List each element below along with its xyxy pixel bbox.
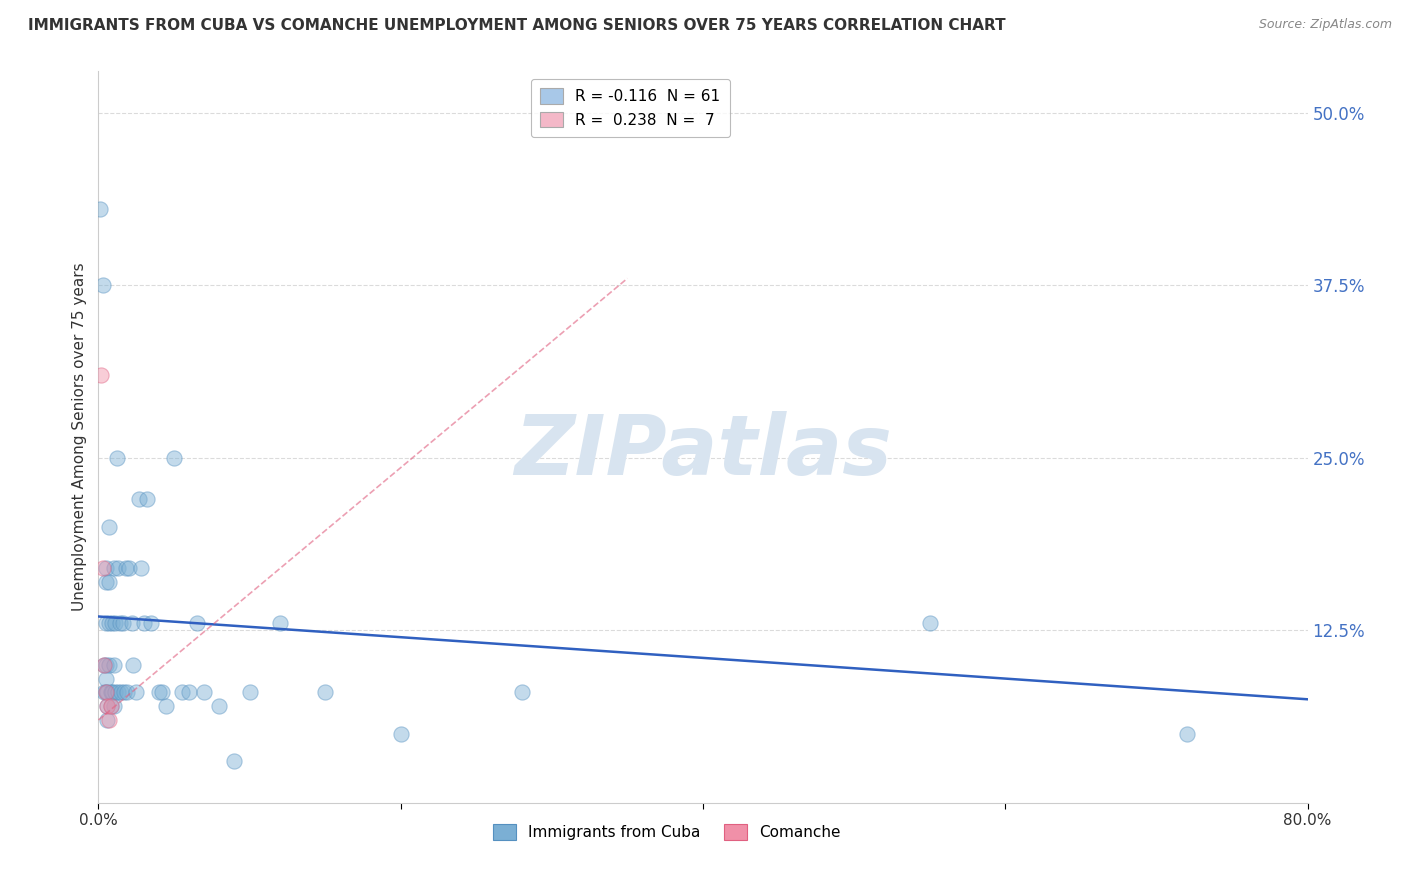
Point bbox=[111, 616, 134, 631]
Point bbox=[135, 492, 157, 507]
Point bbox=[103, 561, 125, 575]
Point bbox=[98, 574, 121, 589]
Point bbox=[96, 699, 118, 714]
Point bbox=[98, 520, 121, 534]
Point bbox=[93, 657, 115, 672]
Point bbox=[918, 616, 941, 631]
Point bbox=[94, 561, 117, 575]
Point bbox=[179, 685, 201, 699]
Point bbox=[107, 561, 129, 575]
Point bbox=[132, 616, 155, 631]
Point bbox=[94, 685, 117, 699]
Point bbox=[96, 713, 118, 727]
Point bbox=[110, 685, 132, 699]
Point bbox=[148, 685, 170, 699]
Point bbox=[94, 672, 117, 686]
Point bbox=[155, 699, 177, 714]
Point bbox=[94, 574, 117, 589]
Point bbox=[118, 561, 141, 575]
Point bbox=[186, 616, 208, 631]
Point bbox=[1175, 727, 1198, 741]
Point bbox=[94, 657, 117, 672]
Point bbox=[208, 699, 231, 714]
Point bbox=[121, 616, 143, 631]
Point bbox=[100, 685, 122, 699]
Point bbox=[94, 616, 117, 631]
Point bbox=[91, 561, 114, 575]
Point bbox=[114, 561, 136, 575]
Point bbox=[89, 202, 111, 217]
Point bbox=[93, 685, 115, 699]
Text: ZIPatlas: ZIPatlas bbox=[515, 411, 891, 492]
Point bbox=[100, 699, 122, 714]
Point bbox=[94, 685, 117, 699]
Point bbox=[93, 657, 115, 672]
Point bbox=[105, 450, 128, 465]
Point bbox=[107, 685, 129, 699]
Point bbox=[314, 685, 336, 699]
Y-axis label: Unemployment Among Seniors over 75 years: Unemployment Among Seniors over 75 years bbox=[72, 263, 87, 611]
Text: Source: ZipAtlas.com: Source: ZipAtlas.com bbox=[1258, 18, 1392, 31]
Point bbox=[98, 616, 121, 631]
Point bbox=[150, 685, 173, 699]
Point bbox=[163, 450, 186, 465]
Point bbox=[101, 685, 124, 699]
Point bbox=[96, 699, 118, 714]
Text: IMMIGRANTS FROM CUBA VS COMANCHE UNEMPLOYMENT AMONG SENIORS OVER 75 YEARS CORREL: IMMIGRANTS FROM CUBA VS COMANCHE UNEMPLO… bbox=[28, 18, 1005, 33]
Point bbox=[104, 685, 127, 699]
Point bbox=[224, 755, 246, 769]
Point bbox=[122, 657, 145, 672]
Point bbox=[193, 685, 215, 699]
Point bbox=[239, 685, 262, 699]
Point bbox=[96, 685, 118, 699]
Point bbox=[269, 616, 291, 631]
Point bbox=[103, 657, 125, 672]
Point bbox=[103, 699, 125, 714]
Point bbox=[125, 685, 148, 699]
Point bbox=[98, 713, 121, 727]
Point bbox=[112, 685, 135, 699]
Point bbox=[108, 616, 131, 631]
Point bbox=[510, 685, 533, 699]
Point bbox=[129, 561, 152, 575]
Point bbox=[115, 685, 138, 699]
Point bbox=[141, 616, 163, 631]
Point bbox=[91, 278, 114, 293]
Point bbox=[170, 685, 193, 699]
Point bbox=[101, 616, 124, 631]
Legend: Immigrants from Cuba, Comanche: Immigrants from Cuba, Comanche bbox=[486, 818, 846, 847]
Point bbox=[98, 657, 121, 672]
Point bbox=[90, 368, 112, 382]
Point bbox=[389, 727, 412, 741]
Point bbox=[128, 492, 150, 507]
Point bbox=[100, 699, 122, 714]
Point bbox=[104, 616, 127, 631]
